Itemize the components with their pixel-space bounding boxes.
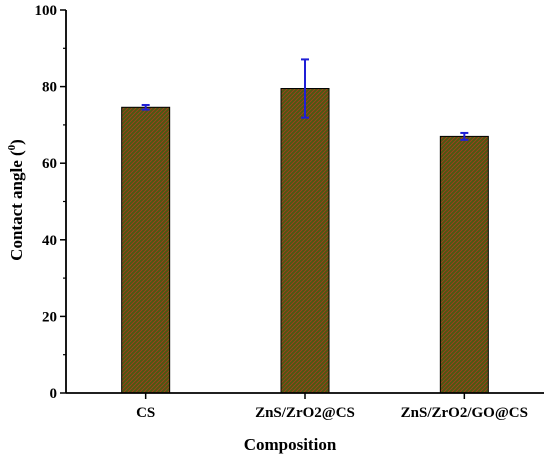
x-axis: CS ZnS/ZrO2@CS ZnS/ZrO2/GO@CS xyxy=(66,392,544,421)
y-axis-title-main: Contact angle ( xyxy=(7,150,26,261)
x-tick-label-2: ZnS/ZrO2/GO@CS xyxy=(401,405,528,421)
error-bar-2 xyxy=(460,131,469,141)
y-axis: 0 20 40 60 80 100 xyxy=(35,3,67,402)
y-axis-title-sup: 0 xyxy=(6,144,18,150)
plot-area xyxy=(121,58,489,394)
y-tick-label-0: 0 xyxy=(50,386,58,402)
y-tick-label-5: 100 xyxy=(35,3,58,19)
y-tick-label-2: 40 xyxy=(42,233,57,249)
x-axis-title: Composition xyxy=(244,435,337,454)
y-tick-label-1: 20 xyxy=(42,309,57,325)
x-tick-label-1: ZnS/ZrO2@CS xyxy=(255,405,355,421)
y-axis-title: Contact angle (0) xyxy=(6,139,26,261)
y-tick-label-4: 80 xyxy=(42,80,57,96)
bar-1 xyxy=(280,88,330,394)
y-tick-label-3: 60 xyxy=(42,156,57,172)
y-axis-title-end: ) xyxy=(7,139,26,145)
x-tick-label-0: CS xyxy=(136,405,155,421)
bar-2 xyxy=(439,135,489,394)
bar-0 xyxy=(121,106,171,394)
error-bar-0 xyxy=(141,103,150,111)
error-bar-1 xyxy=(301,58,309,119)
